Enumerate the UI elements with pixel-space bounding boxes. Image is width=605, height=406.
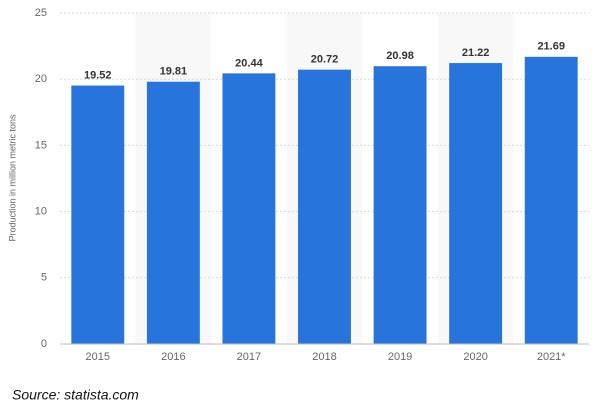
x-tick-label: 2021* <box>537 351 566 363</box>
bar <box>298 69 351 344</box>
y-tick-label: 15 <box>35 139 47 151</box>
bar <box>71 85 125 344</box>
y-tick-label: 25 <box>35 7 47 19</box>
x-tick-label: 2020 <box>463 351 487 363</box>
y-tick-label: 10 <box>35 206 47 218</box>
bar <box>524 56 578 344</box>
value-label: 20.72 <box>311 54 339 66</box>
source: Source: statista.com <box>12 387 139 403</box>
y-tick-label: 0 <box>41 338 47 350</box>
bar <box>146 81 200 344</box>
x-tick-label: 2019 <box>388 351 412 363</box>
value-label: 21.22 <box>462 47 490 59</box>
value-label: 19.52 <box>84 69 112 81</box>
y-tick-label: 5 <box>41 272 47 284</box>
value-label: 19.81 <box>160 66 188 78</box>
x-tick-label: 2015 <box>86 351 110 363</box>
value-label: 20.98 <box>386 50 414 62</box>
value-label: 21.69 <box>537 41 565 53</box>
x-tick-label: 2016 <box>161 351 185 363</box>
x-tick-label: 2018 <box>312 351 336 363</box>
y-axis-label: Production in million metric tons <box>7 114 17 242</box>
x-tick-label: 2017 <box>237 351 261 363</box>
bar <box>449 63 503 344</box>
value-label: 20.44 <box>235 57 263 69</box>
bar <box>373 66 427 345</box>
y-tick-label: 20 <box>35 73 47 85</box>
bar <box>222 73 276 345</box>
